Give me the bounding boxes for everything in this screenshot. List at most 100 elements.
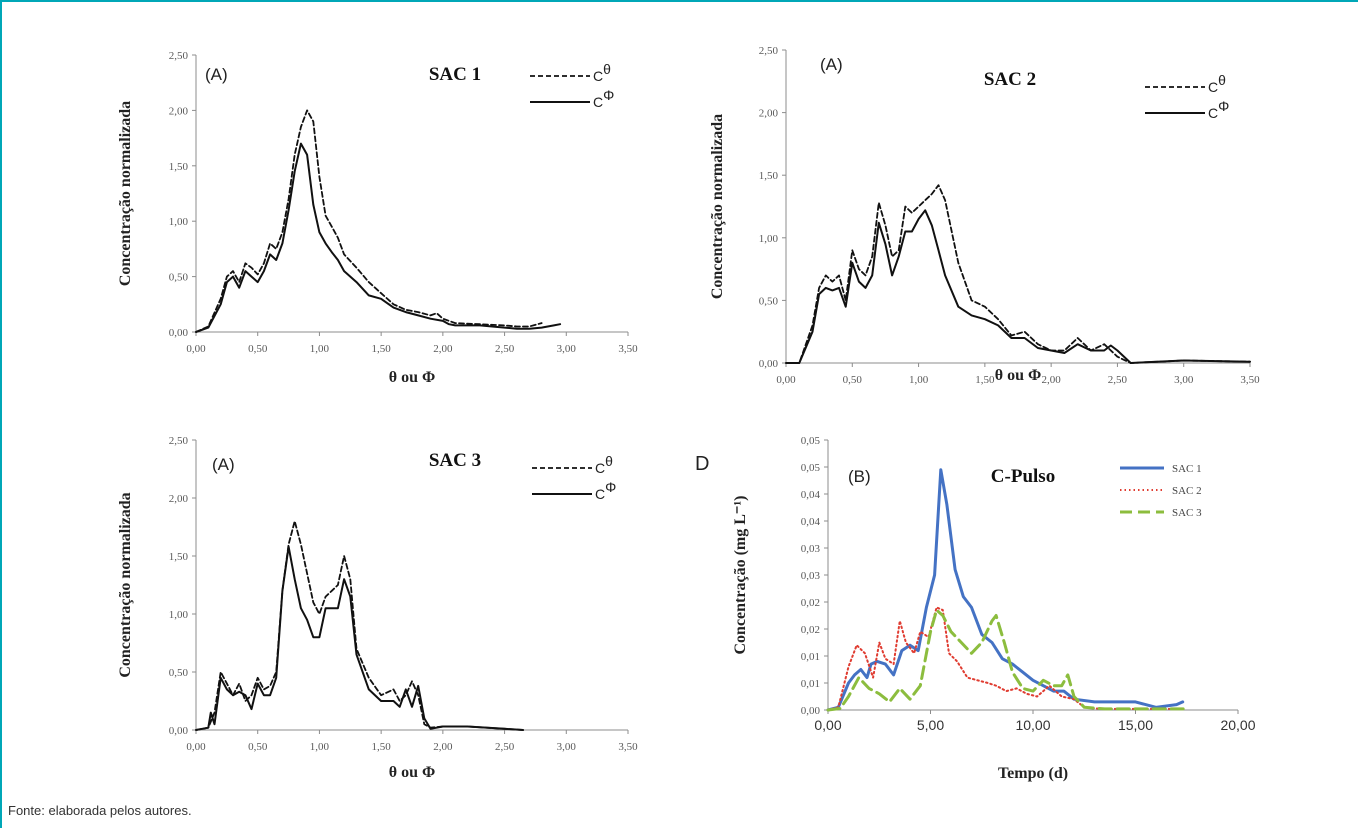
y-tick-label: 2,00 bbox=[169, 493, 189, 505]
x-tick-label: 1,00 bbox=[310, 343, 330, 355]
panel-label: (B) bbox=[848, 467, 871, 486]
y-tick-label: 0,00 bbox=[759, 358, 779, 370]
chart-title: C-Pulso bbox=[991, 466, 1055, 487]
y-tick-label: 0,50 bbox=[169, 667, 189, 679]
x-tick-label: 0,50 bbox=[843, 374, 863, 386]
y-tick-label: 0,50 bbox=[169, 272, 189, 284]
x-tick-label: 3,00 bbox=[557, 343, 577, 355]
y-tick-label: 0,00 bbox=[801, 705, 821, 717]
y-tick-label: 0,04 bbox=[801, 516, 821, 528]
y-tick-label: 0,05 bbox=[801, 435, 821, 447]
x-tick-label: 10,00 bbox=[1015, 717, 1050, 733]
y-axis-label: Concentração normalizada bbox=[709, 114, 726, 299]
panel-label: (A) bbox=[212, 455, 235, 474]
panel-label: (A) bbox=[820, 55, 843, 74]
x-tick-label: 2,50 bbox=[495, 343, 515, 355]
x-tick-label: 2,00 bbox=[433, 741, 453, 753]
y-axis-label: Concentração normalizada bbox=[117, 492, 134, 677]
chart-sac1: 0,00 0,50 1,00 1,50 2,00 2,50 0,00 0,50 1,00 1,50… bbox=[117, 50, 638, 386]
y-tick-label: 0,50 bbox=[759, 295, 779, 307]
x-tick-label: 0,00 bbox=[186, 343, 206, 355]
x-tick-label: 1,00 bbox=[310, 741, 330, 753]
x-axis-label: Tempo (d) bbox=[998, 765, 1068, 782]
x-tick-label: 2,50 bbox=[1108, 374, 1128, 386]
x-tick-label: 3,00 bbox=[1174, 374, 1194, 386]
series-line-1 bbox=[785, 184, 1251, 364]
series-line-1 bbox=[195, 520, 524, 731]
x-tick-label: 2,50 bbox=[495, 741, 515, 753]
y-tick-label: 1,00 bbox=[169, 216, 189, 228]
chart-title: SAC 2 bbox=[984, 69, 1036, 90]
y-tick-label: 1,50 bbox=[169, 161, 189, 173]
y-tick-label: 2,00 bbox=[169, 105, 189, 117]
y-tick-label: 1,50 bbox=[759, 170, 779, 182]
series-line-1 bbox=[195, 109, 543, 333]
chart-sac3: 0,00 0,50 1,00 1,50 2,00 2,50 0,00 0,50 1,00 1,50… bbox=[117, 435, 638, 781]
y-tick-label: 2,50 bbox=[169, 435, 189, 447]
x-tick-label: 3,50 bbox=[1240, 374, 1260, 386]
x-tick-label: 1,50 bbox=[372, 343, 392, 355]
x-tick-label: 1,00 bbox=[909, 374, 929, 386]
legend-label: CΦ bbox=[593, 87, 614, 110]
x-tick-label: 0,50 bbox=[248, 741, 268, 753]
y-tick-label: 1,00 bbox=[169, 609, 189, 621]
legend-label: Cθ bbox=[595, 453, 613, 476]
series-line-2 bbox=[827, 606, 1178, 711]
legend-label: SAC 2 bbox=[1172, 485, 1202, 497]
x-tick-label: 3,50 bbox=[618, 741, 638, 753]
chart-title: SAC 1 bbox=[429, 64, 481, 85]
legend-label: CΦ bbox=[1208, 98, 1229, 121]
y-tick-label: 0,02 bbox=[801, 597, 820, 609]
y-axis-label: Concentração (mg L⁻¹) bbox=[732, 496, 749, 655]
series-line-1 bbox=[826, 468, 1185, 712]
legend-label: Cθ bbox=[593, 61, 611, 84]
x-axis-label: θ ou Φ bbox=[389, 369, 436, 386]
y-tick-label: 0,03 bbox=[801, 543, 821, 555]
y-tick-label: 0,01 bbox=[801, 678, 820, 690]
x-axis-label: θ ou Φ bbox=[389, 764, 436, 781]
source-note: Fonte: elaborada pelos autores. bbox=[8, 803, 192, 818]
x-tick-label: 2,00 bbox=[1042, 374, 1062, 386]
legend-label: CΦ bbox=[595, 479, 616, 502]
x-tick-label: 1,50 bbox=[372, 741, 392, 753]
panel-label: (A) bbox=[205, 65, 228, 84]
chart-sac2: 0,00 0,50 1,00 1,50 2,00 2,50 0,00 0,50 1,00 1,50… bbox=[709, 45, 1260, 386]
x-tick-label: 3,50 bbox=[618, 343, 638, 355]
y-axis-label: Concentração normalizada bbox=[117, 101, 134, 286]
x-tick-label: 2,00 bbox=[433, 343, 453, 355]
y-tick-label: 1,50 bbox=[169, 551, 189, 563]
x-tick-label: 5,00 bbox=[917, 717, 944, 733]
y-tick-label: 0,02 bbox=[801, 624, 820, 636]
y-tick-label: 0,00 bbox=[169, 327, 189, 339]
y-tick-label: 2,50 bbox=[169, 50, 189, 62]
legend-label: SAC 1 bbox=[1172, 463, 1202, 475]
y-tick-label: 1,00 bbox=[759, 233, 779, 245]
y-tick-label: 2,00 bbox=[759, 108, 779, 120]
chart-title: SAC 3 bbox=[429, 450, 481, 471]
legend-label: Cθ bbox=[1208, 72, 1226, 95]
y-tick-label: 0,00 bbox=[169, 725, 189, 737]
x-tick-label: 0,00 bbox=[776, 374, 796, 386]
series-line-2 bbox=[785, 209, 1251, 364]
x-tick-label: 3,00 bbox=[557, 741, 577, 753]
x-axis-label: θ ou Φ bbox=[995, 367, 1042, 384]
legend-label: SAC 3 bbox=[1172, 507, 1202, 519]
y-tick-label: 0,04 bbox=[801, 489, 821, 501]
y-tick-label: 0,03 bbox=[801, 570, 821, 582]
series-line-2 bbox=[195, 545, 525, 731]
y-tick-label: 2,50 bbox=[759, 45, 779, 57]
stray-label-d: D bbox=[695, 453, 709, 475]
x-tick-label: 20,00 bbox=[1220, 717, 1255, 733]
x-tick-label: 15,00 bbox=[1118, 717, 1153, 733]
y-tick-label: 0,05 bbox=[801, 462, 821, 474]
series-line-3 bbox=[826, 608, 1189, 712]
figure-canvas: 0,00 0,50 1,00 1,50 2,00 2,50 0,00 0,50 1,00 1,50… bbox=[117, 45, 1260, 782]
x-tick-label: 1,50 bbox=[975, 374, 995, 386]
x-tick-label: 0,00 bbox=[814, 717, 841, 733]
y-tick-label: 0,01 bbox=[801, 651, 820, 663]
series-line-2 bbox=[195, 142, 562, 333]
x-tick-label: 0,00 bbox=[186, 741, 206, 753]
x-tick-label: 0,50 bbox=[248, 343, 268, 355]
chart-c-pulso: 0,00 0,01 0,01 0,02 0,02 0,03 0,03 0,04 0,04 0,05… bbox=[732, 435, 1256, 782]
